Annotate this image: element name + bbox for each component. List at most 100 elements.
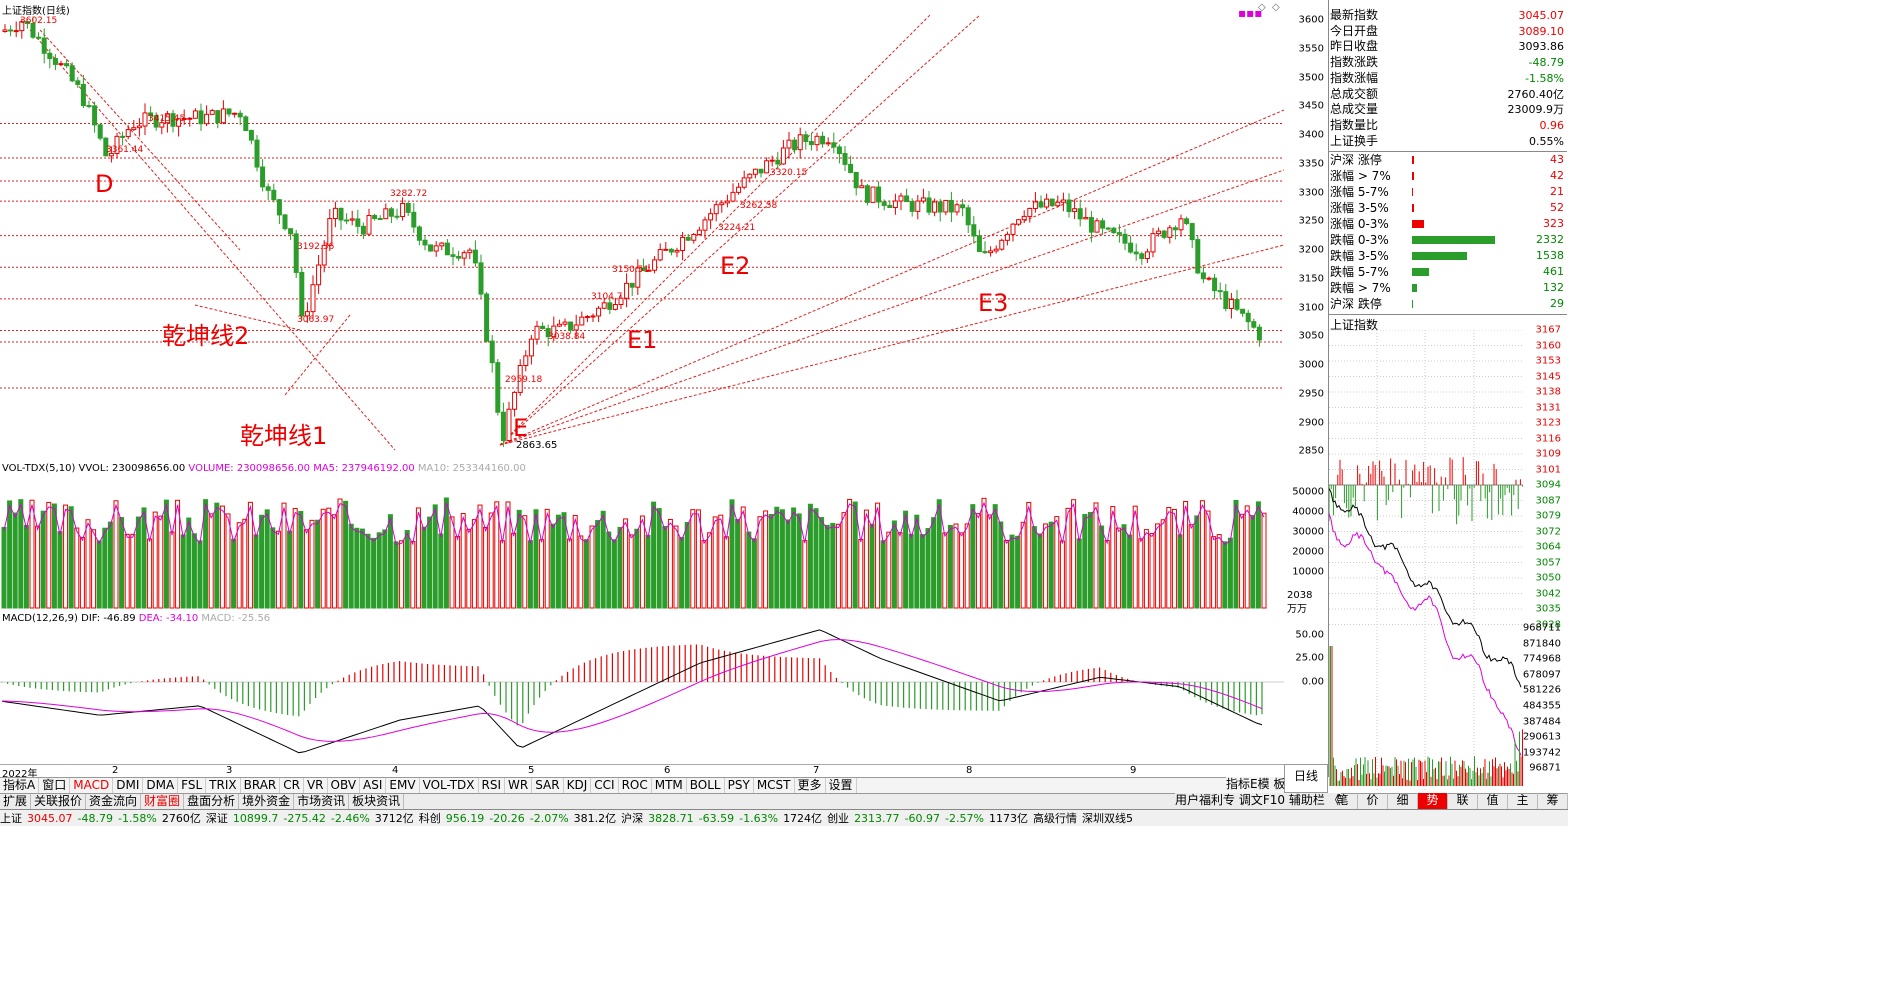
- right-panel-tab[interactable]: 笔: [1328, 793, 1358, 809]
- indicator-tab[interactable]: MTM: [652, 778, 687, 793]
- indicator-tab[interactable]: MACD: [70, 778, 114, 793]
- indicator-tab[interactable]: DMA: [143, 778, 179, 793]
- indicator-tab[interactable]: SAR: [532, 778, 564, 793]
- extension-tab[interactable]: 扩展: [0, 794, 32, 809]
- candle-body: [607, 302, 613, 310]
- f10-tab[interactable]: 调文F10: [1238, 793, 1286, 807]
- indicator-tab[interactable]: MCST: [754, 778, 795, 793]
- extension-tab[interactable]: 板块资讯: [349, 794, 405, 809]
- status-item[interactable]: 高级行情: [1032, 812, 1077, 825]
- indicator-tab[interactable]: OBV: [328, 778, 361, 793]
- indicator-tab[interactable]: 更多: [795, 778, 826, 793]
- extension-tab[interactable]: 境外资金: [239, 794, 295, 809]
- options-dots-icon[interactable]: ▪▪▪: [1238, 6, 1263, 20]
- indicator-tab[interactable]: 设置: [826, 778, 857, 793]
- volume-pane[interactable]: VOL-TDX(5,10) VVOL: 230098656.00 VOLUME:…: [0, 462, 1284, 610]
- price-label: 3415.45: [148, 114, 186, 124]
- candle-body: [36, 36, 42, 39]
- indicator-e-tab[interactable]: 指标E模: [1226, 777, 1270, 791]
- indicator-tab[interactable]: FSL: [178, 778, 207, 793]
- candle-body: [80, 83, 86, 107]
- distribution-bar: [1412, 236, 1495, 244]
- candle-body: [579, 316, 585, 326]
- quote-label: 最新指数: [1330, 8, 1379, 22]
- distribution-value: 29: [1550, 297, 1564, 310]
- indicator-tab[interactable]: DMI: [113, 778, 144, 793]
- sidebar-tab[interactable]: 辅助栏: [1288, 793, 1325, 807]
- volume-bar: [505, 501, 511, 609]
- status-item: 3828.71: [648, 811, 694, 825]
- indicator-tab[interactable]: TRIX: [206, 778, 241, 793]
- indicator-tab[interactable]: ROC: [619, 778, 652, 793]
- candle-body: [1245, 312, 1251, 323]
- volume-bar: [219, 505, 225, 609]
- right-panel-tab[interactable]: 价: [1358, 793, 1388, 809]
- indicator-tab[interactable]: CR: [280, 778, 304, 793]
- indicator-tab[interactable]: VR: [304, 778, 328, 793]
- extension-tab[interactable]: 资金流向: [86, 794, 142, 809]
- status-item[interactable]: 创业: [827, 812, 850, 825]
- volume-bar: [365, 533, 371, 609]
- indicator-tab[interactable]: BRAR: [241, 778, 281, 793]
- user-welfare-tab[interactable]: 用户福利专: [1175, 793, 1236, 807]
- board-tab[interactable]: 板: [1273, 777, 1286, 791]
- right-panel-tab[interactable]: 主: [1508, 793, 1538, 809]
- price-chart-pane[interactable]: 上证指数(日线) ▪▪▪ ◇ ◇ D E E1 E2 E3 乾坤线2 乾坤线1 …: [0, 0, 1284, 460]
- intraday-mini-chart[interactable]: [1329, 330, 1523, 790]
- indicator-tab[interactable]: BOLL: [687, 778, 725, 793]
- extension-tab[interactable]: 财富圈: [141, 794, 185, 809]
- macd-dea-line: [1, 639, 1263, 742]
- extension-tab[interactable]: 关联报价: [31, 794, 87, 809]
- indicator-tab[interactable]: 窗口: [39, 778, 71, 793]
- volume-bar: [1222, 541, 1228, 609]
- macd-pane[interactable]: MACD(12,26,9) DIF: -46.89 DEA: -34.10 MA…: [0, 612, 1284, 764]
- volume-bar: [1239, 513, 1245, 609]
- volume-bar: [1177, 534, 1183, 609]
- indicator-tab[interactable]: ASI: [360, 778, 387, 793]
- right-panel-tab[interactable]: 值: [1478, 793, 1508, 809]
- indicator-tab[interactable]: RSI: [479, 778, 506, 793]
- indicator-tab[interactable]: PSY: [725, 778, 754, 793]
- candle-body: [713, 204, 719, 215]
- status-item[interactable]: 深证: [205, 812, 228, 825]
- annotation-qiankun-line-2: 乾坤线2: [162, 322, 250, 350]
- price-tick: 3300: [1298, 187, 1324, 198]
- candle-body: [512, 391, 518, 410]
- mini-price-tick: 3123: [1535, 417, 1561, 429]
- volume-svg: [1, 497, 1267, 609]
- indicator-tab[interactable]: CCI: [591, 778, 619, 793]
- indicator-tab[interactable]: KDJ: [564, 778, 592, 793]
- status-item[interactable]: 沪深: [621, 812, 644, 825]
- status-item[interactable]: 上证: [0, 812, 22, 825]
- candle-body: [125, 129, 131, 138]
- extension-tab[interactable]: 市场资讯: [294, 794, 350, 809]
- quote-divider: [1329, 151, 1567, 152]
- right-panel-tab[interactable]: 势: [1418, 793, 1448, 809]
- status-item[interactable]: 科创: [418, 812, 441, 825]
- candle-body: [982, 251, 988, 254]
- mini-index-line: [1329, 488, 1522, 688]
- annotation-d: D: [95, 170, 114, 198]
- mini-price-tick: 3035: [1535, 603, 1561, 615]
- right-panel-tab[interactable]: 筹: [1538, 793, 1568, 809]
- right-panel-tab[interactable]: 细: [1388, 793, 1418, 809]
- collapse-left-icon[interactable]: 《: [1328, 793, 1341, 807]
- annotation-e2: E2: [720, 252, 751, 280]
- indicator-tab[interactable]: 指标A: [0, 778, 40, 793]
- volume-bar: [494, 501, 500, 609]
- candle-body: [338, 207, 344, 221]
- right-panel-tab[interactable]: 联: [1448, 793, 1478, 809]
- volume-bar: [460, 513, 466, 609]
- indicator-tab[interactable]: WR: [505, 778, 533, 793]
- volume-bar: [824, 524, 830, 609]
- diamond-icon[interactable]: ◇: [1258, 2, 1266, 13]
- volume-bar: [231, 538, 237, 609]
- mini-price-tick: 3050: [1535, 572, 1561, 584]
- indicator-tab[interactable]: EMV: [386, 778, 420, 793]
- period-selector[interactable]: 日线: [1284, 764, 1328, 793]
- extension-tab[interactable]: 盘面分析: [184, 794, 240, 809]
- quote-label: 指数涨幅: [1330, 70, 1379, 85]
- macd-dif-line: [1, 629, 1263, 754]
- indicator-tab[interactable]: VOL-TDX: [420, 778, 479, 793]
- collapse-icon[interactable]: ◇: [1272, 2, 1280, 13]
